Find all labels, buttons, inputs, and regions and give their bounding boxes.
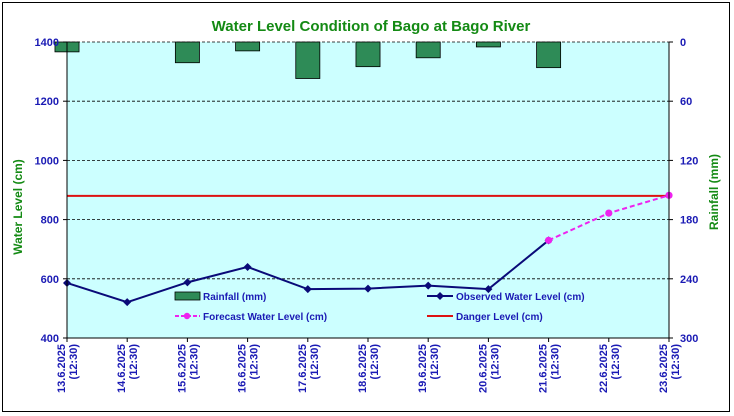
x-tick-time-label: (12:30) [68, 344, 80, 380]
y2-tick-label: 300 [680, 333, 698, 345]
x-tick-label: 22.6.2025 [598, 344, 610, 393]
chart-title: Water Level Condition of Bago at Bago Ri… [212, 18, 531, 35]
legend-rainfall-swatch [174, 291, 201, 301]
y2-tick-label: 60 [680, 96, 692, 108]
x-tick-label: 13.6.2025 [56, 344, 68, 393]
x-tick-label: 18.6.2025 [357, 344, 369, 393]
rainfall-bar [415, 41, 441, 59]
x-tick-label: 16.6.2025 [237, 344, 249, 393]
forecast-point [545, 236, 553, 244]
legend-danger-label: Danger Level (cm) [456, 312, 543, 323]
x-tick-time-label: (12:30) [610, 344, 622, 380]
rainfall-bar [355, 41, 381, 68]
observed-point [303, 285, 312, 294]
x-tick-time-label: (12:30) [128, 344, 140, 380]
x-tick-time-label: (12:30) [489, 344, 501, 380]
legend-forecast-label: Forecast Water Level (cm) [203, 312, 327, 323]
rainfall-bar [235, 41, 261, 52]
observed-point [183, 278, 192, 287]
legend-forecast-marker [183, 312, 191, 320]
legend-rainfall-label: Rainfall (mm) [203, 292, 266, 303]
x-tick-time-label: (12:30) [188, 344, 200, 380]
y-tick-label: 800 [41, 215, 59, 227]
y-tick-label: 1400 [35, 37, 59, 49]
x-tick-label: 21.6.2025 [538, 344, 550, 393]
y-tick-label: 600 [41, 274, 59, 286]
x-tick-label: 17.6.2025 [297, 344, 309, 393]
y-axis-title: Water Level (cm) [11, 159, 25, 255]
x-tick-time-label: (12:30) [309, 344, 321, 380]
x-tick-time-label: (12:30) [249, 344, 261, 380]
x-tick-label: 15.6.2025 [176, 344, 188, 393]
y2-tick-label: 120 [680, 155, 698, 167]
legend-observed-marker [436, 292, 444, 300]
observed-point [484, 285, 493, 294]
x-tick-label: 20.6.2025 [477, 344, 489, 393]
y-tick-label: 1000 [35, 155, 59, 167]
x-tick-time-label: (12:30) [429, 344, 441, 380]
legend-observed-label: Observed Water Level (cm) [456, 292, 585, 303]
observed-point [243, 262, 252, 271]
observed-point [424, 281, 433, 290]
rainfall-bar [536, 41, 562, 69]
rainfall-bar [295, 41, 321, 79]
y-tick-label: 400 [41, 333, 59, 345]
x-tick-time-label: (12:30) [670, 344, 682, 380]
x-tick-label: 19.6.2025 [417, 344, 429, 393]
y2-axis-title: Rainfall (mm) [707, 154, 721, 230]
forecast-point [605, 209, 613, 217]
x-tick-label: 23.6.2025 [658, 344, 670, 393]
x-tick-time-label: (12:30) [369, 344, 381, 380]
y2-tick-label: 240 [680, 274, 698, 286]
rainfall-bar [174, 41, 200, 64]
y-tick-label: 1200 [35, 96, 59, 108]
x-tick-label: 14.6.2025 [116, 344, 128, 393]
y2-tick-label: 180 [680, 215, 698, 227]
y2-tick-label: 0 [680, 37, 686, 49]
rainfall-bar [475, 41, 501, 48]
x-tick-time-label: (12:30) [550, 344, 562, 380]
observed-point [123, 298, 132, 307]
observed-point [364, 284, 372, 293]
